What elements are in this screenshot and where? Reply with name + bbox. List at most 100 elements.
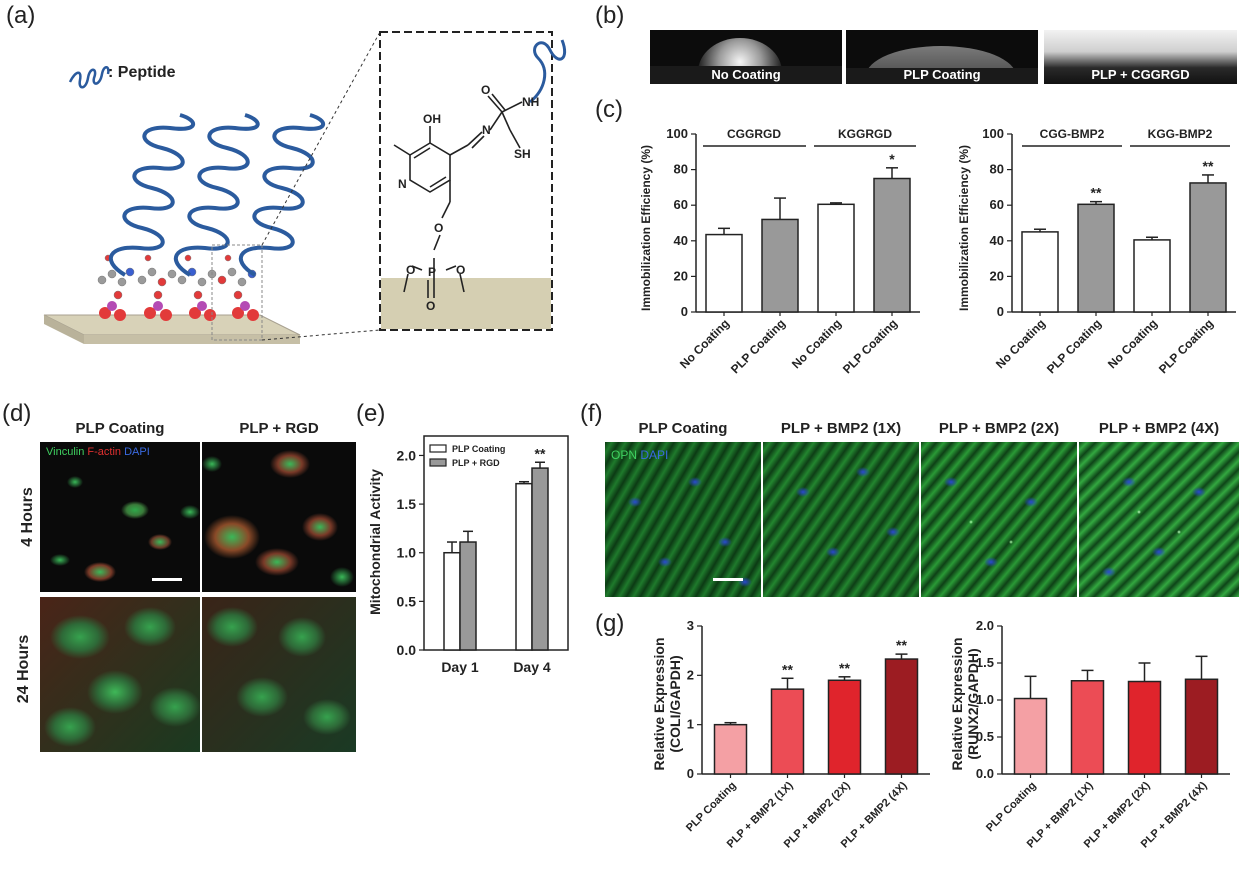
- g2-ylabel-1: Relative Expression: [949, 637, 965, 770]
- panel-label-f: (f): [580, 400, 603, 427]
- micrograph-rgd-4h: [202, 442, 356, 592]
- c2-ytick-label: 60: [990, 197, 1004, 212]
- panel-label-g: (g): [595, 610, 625, 637]
- g1-sig-label: **: [896, 637, 907, 653]
- g1-bar: [770, 688, 805, 775]
- c1-bar: [873, 177, 911, 313]
- g1-ylabel-1: Relative Expression: [651, 637, 667, 770]
- inset-substrate: [381, 278, 551, 329]
- drop-label-plp-cggrgd: PLP + CGGRGD: [1091, 67, 1190, 82]
- stain-opn: OPN: [611, 448, 638, 462]
- g2-ytick-label: 0.0: [976, 766, 994, 781]
- c2-xtick-label: PLP Coating: [1156, 316, 1216, 376]
- c1-group-1: CGGRGD: [727, 127, 781, 141]
- g2-bar: [1184, 678, 1219, 775]
- g1-xtick-label: PLP Coating: [684, 780, 739, 835]
- c2-xtick-label: No Coating: [993, 316, 1048, 371]
- c1-group-2: KGGRGD: [838, 127, 892, 141]
- g1-ytick-label: 1: [687, 717, 694, 732]
- c1-ytick-label: 0: [681, 304, 688, 319]
- d-row-label-1: 4 Hours: [18, 487, 36, 547]
- panel-label-d: (d): [2, 400, 32, 427]
- f-col-header-2: PLP + BMP2 (1X): [780, 420, 902, 437]
- scale-bar-d: [152, 578, 182, 581]
- d-col-header-1: PLP Coating: [75, 420, 165, 437]
- c2-xtick-label: No Coating: [1105, 316, 1160, 371]
- micrograph-plp-4h: Vinculin F-actin DAPI: [40, 442, 200, 592]
- c1-xtick-label: No Coating: [789, 316, 844, 371]
- c2-ytick-label: 80: [990, 162, 1004, 177]
- c1-bar: [817, 203, 855, 313]
- e-legend-1: PLP Coating: [452, 444, 505, 454]
- g2-bar: [1013, 697, 1048, 775]
- peptide-legend-label: : Peptide: [108, 64, 176, 81]
- c2-bar: [1133, 239, 1171, 313]
- g2-ytick-label: 1.5: [976, 655, 994, 670]
- micrograph-opn-plp: OPN DAPI: [605, 442, 761, 597]
- plp-structure: [393, 93, 523, 298]
- g1-ytick-label: 3: [687, 618, 694, 633]
- phosphate-layer: [99, 301, 259, 321]
- panel-label-a: (a): [6, 2, 36, 29]
- chem-oh: OH: [423, 112, 441, 126]
- stain-dapi-d: DAPI: [124, 446, 150, 458]
- peptide-helices: [109, 113, 325, 277]
- chem-n-imine: N: [482, 123, 491, 137]
- drop-image-plp-cggrgd: PLP + CGGRGD: [1044, 30, 1237, 84]
- e-bar: [443, 551, 461, 651]
- e-legend-2: PLP + RGD: [452, 458, 500, 468]
- chem-p: P: [428, 265, 436, 279]
- c1-ylabel: Immobilization Efficiency (%): [639, 145, 653, 311]
- e-ytick-label: 1.0: [397, 545, 417, 561]
- c1-ytick-label: 80: [674, 162, 688, 177]
- panel-label-e: (e): [356, 400, 386, 427]
- c2-ytick-label: 40: [990, 233, 1004, 248]
- g2-bar: [1070, 680, 1105, 775]
- e-sig-label: **: [535, 445, 546, 461]
- drop-image-plp-coating: PLP Coating: [846, 30, 1038, 84]
- c1-ytick-label: 60: [674, 197, 688, 212]
- c1-bar: [705, 233, 743, 313]
- drop-label-no-coating: No Coating: [711, 67, 781, 82]
- e-ytick-label: 1.5: [397, 496, 417, 512]
- e-bar: [515, 482, 533, 651]
- micrograph-opn-bmp2-4x: [1079, 442, 1239, 597]
- c2-group-1: CGG-BMP2: [1040, 127, 1105, 141]
- scale-bar-f: [713, 578, 743, 581]
- g1-bar: [713, 723, 748, 775]
- e-legend-swatch-1: [429, 444, 447, 453]
- c2-sig-label: **: [1203, 158, 1214, 174]
- c1-bar: [761, 218, 799, 313]
- panel-label-b: (b): [595, 2, 625, 29]
- c2-ytick-label: 20: [990, 268, 1004, 283]
- f-col-header-1: PLP Coating: [638, 420, 728, 437]
- substrate-front: [84, 335, 300, 344]
- micrograph-plp-24h: [40, 597, 200, 752]
- d-col-header-2: PLP + RGD: [239, 420, 319, 437]
- c2-sig-label: **: [1091, 185, 1102, 201]
- micrograph-opn-bmp2-2x: [921, 442, 1077, 597]
- c2-bar: [1189, 182, 1227, 313]
- drop-image-no-coating: No Coating: [650, 30, 842, 84]
- stain-dapi-f: DAPI: [640, 448, 669, 462]
- micrograph-rgd-24h: [202, 597, 356, 752]
- g1-ytick-label: 2: [687, 667, 694, 682]
- e-frame: [423, 435, 569, 651]
- g2-xtick-label: PLP Coating: [984, 780, 1039, 835]
- c1-xtick-label: No Coating: [677, 316, 732, 371]
- g1-ytick-label: 0: [687, 766, 694, 781]
- c2-ylabel: Immobilization Efficiency (%): [957, 145, 971, 311]
- coating-schematic: : Peptide: [43, 31, 567, 344]
- chart-g1: Relative Expression (COLI/GAPDH) 0 1 2 3 PL…: [651, 618, 930, 850]
- f-col-header-3: PLP + BMP2 (2X): [938, 420, 1060, 437]
- chart-g2: Relative Expression (RUNX2/GAPDH) 0.0 0.5…: [949, 618, 1230, 850]
- e-ylabel: Mitochondrial Activity: [367, 469, 383, 615]
- chem-o-right: O: [456, 263, 465, 277]
- chart-c2: Immobilization Efficiency (%) 0 20 40 60 80 1…: [957, 126, 1236, 376]
- drop-label-plp-coating: PLP Coating: [903, 67, 981, 82]
- g1-sig-label: **: [782, 661, 793, 677]
- substrate-side: [44, 315, 84, 344]
- stain-factin: F-actin: [87, 446, 122, 458]
- g1-bar: [827, 679, 862, 775]
- g1-sig-label: **: [839, 660, 850, 676]
